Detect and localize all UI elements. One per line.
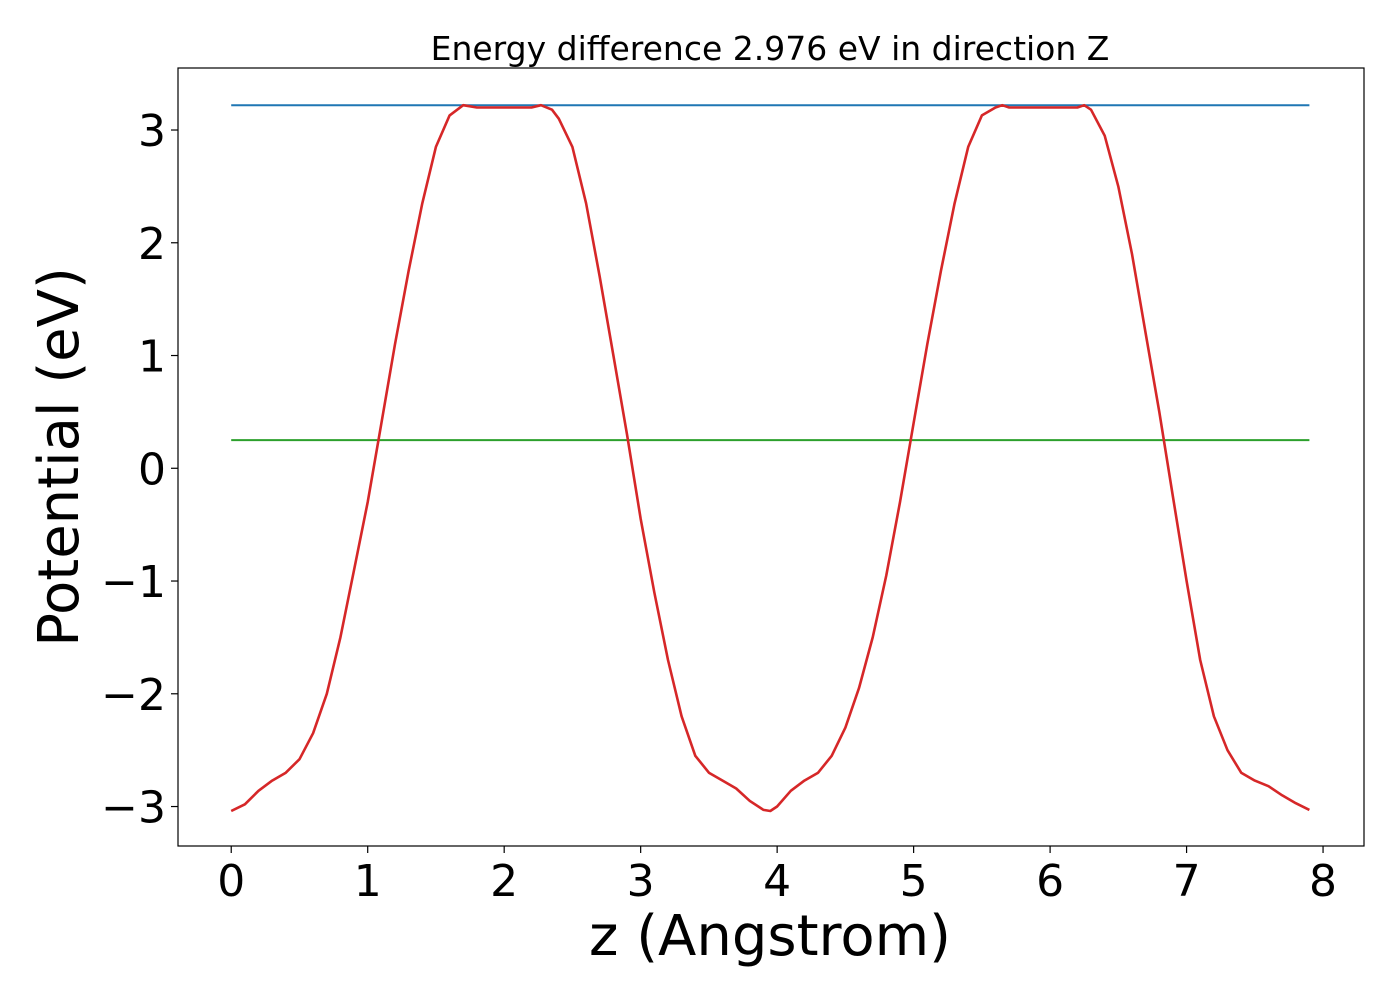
y-tick-label: 0: [138, 444, 166, 495]
y-tick-label: −2: [101, 670, 166, 721]
y-tick-label: −3: [101, 783, 166, 834]
x-axis-title: z (Angstrom): [589, 904, 951, 969]
x-tick-label: 3: [627, 856, 655, 907]
x-tick-label: 5: [900, 856, 928, 907]
y-tick-label: 2: [138, 219, 166, 270]
x-tick-label: 7: [1173, 856, 1201, 907]
x-tick-label: 0: [217, 856, 245, 907]
y-axis-title: Potential (eV): [27, 267, 92, 647]
x-tick-label: 8: [1309, 856, 1337, 907]
y-tick-label: 1: [138, 332, 166, 383]
y-axis-ticks: −3 −2 −1 0 1 2 3: [101, 106, 178, 834]
y-tick-label: −1: [101, 557, 166, 608]
x-tick-label: 1: [354, 856, 382, 907]
y-tick-label: 3: [138, 106, 166, 157]
x-tick-label: 2: [490, 856, 518, 907]
plot-lines: [230, 103, 1310, 813]
series-line-0: [230, 103, 1310, 813]
chart-title: Energy difference 2.976 eV in direction …: [431, 29, 1110, 68]
x-tick-label: 4: [763, 856, 791, 907]
x-axis-ticks: 0 1 2 3 4 5 6 7 8: [217, 846, 1337, 907]
x-tick-label: 6: [1036, 856, 1064, 907]
plot-frame: [177, 67, 1365, 847]
